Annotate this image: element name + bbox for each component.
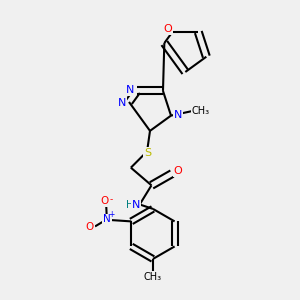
Text: O: O: [174, 166, 182, 176]
Text: O: O: [85, 222, 94, 232]
Text: O: O: [164, 24, 172, 34]
Text: +: +: [108, 210, 115, 219]
Text: N: N: [132, 200, 140, 210]
Text: N: N: [103, 214, 111, 224]
Text: CH₃: CH₃: [191, 106, 209, 116]
Text: H: H: [125, 200, 133, 210]
Text: S: S: [144, 148, 152, 158]
Text: CH₃: CH₃: [144, 272, 162, 282]
Text: O: O: [100, 196, 109, 206]
Text: N: N: [174, 110, 183, 120]
Text: N: N: [125, 85, 134, 95]
Text: -: -: [110, 195, 113, 204]
Text: N: N: [117, 98, 126, 108]
